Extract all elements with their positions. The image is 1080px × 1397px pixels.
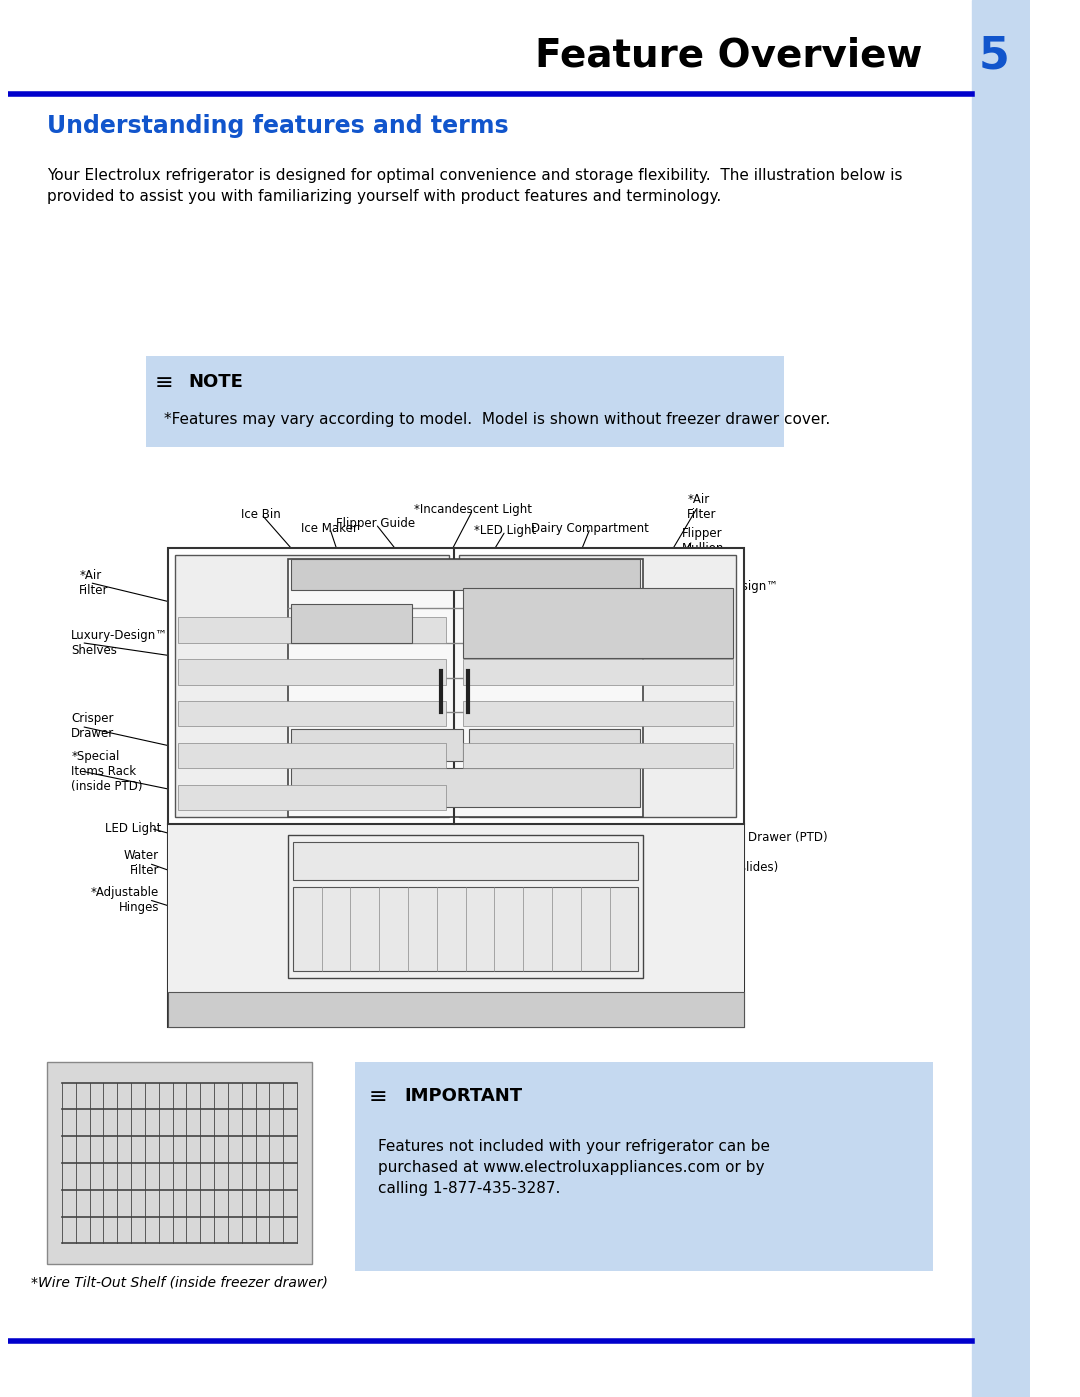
Text: Understanding features and terms: Understanding features and terms (46, 113, 509, 138)
Bar (291, 768, 640, 807)
Text: Water
Filter: Water Filter (124, 849, 159, 877)
FancyBboxPatch shape (146, 356, 784, 447)
Bar (178, 617, 446, 643)
Text: ≡: ≡ (154, 373, 174, 393)
Text: Crisper
Drawer: Crisper Drawer (71, 712, 114, 740)
Text: Luxury-Design™
Shelves: Luxury-Design™ Shelves (71, 629, 168, 657)
Text: ≡: ≡ (368, 1087, 387, 1106)
Bar (287, 835, 644, 978)
Text: Flipper
Mullion: Flipper Mullion (683, 527, 725, 555)
Bar (462, 588, 733, 658)
Text: Features not included with your refrigerator can be
purchased at www.electroluxa: Features not included with your refriger… (378, 1139, 770, 1196)
Bar (462, 659, 733, 685)
Bar (293, 887, 638, 971)
Bar (178, 659, 446, 685)
Text: *LED Light: *LED Light (474, 524, 537, 538)
Bar (462, 701, 733, 726)
Text: LED Light: LED Light (105, 821, 161, 835)
Text: Crisper
Drawer: Crisper Drawer (683, 718, 726, 746)
Text: Flipper Guide: Flipper Guide (336, 517, 415, 531)
Text: *Wire Tilt-Out Shelf (inside freezer drawer): *Wire Tilt-Out Shelf (inside freezer dra… (31, 1275, 328, 1289)
Bar (291, 559, 640, 590)
Text: Dairy Compartment: Dairy Compartment (531, 521, 649, 535)
Bar (175, 555, 449, 817)
Bar (178, 743, 446, 768)
Text: 5: 5 (978, 35, 1010, 77)
Text: *Special
Items Rack
(inside PTD): *Special Items Rack (inside PTD) (71, 750, 143, 792)
Text: Freezer Baskets: Freezer Baskets (649, 890, 743, 904)
Text: Ice Bin: Ice Bin (241, 507, 281, 521)
Text: IMPORTANT: IMPORTANT (404, 1087, 523, 1105)
Bar (462, 743, 733, 768)
Bar (287, 559, 644, 817)
Bar (168, 824, 743, 1027)
Text: Your Electrolux refrigerator is designed for optimal convenience and storage fle: Your Electrolux refrigerator is designed… (46, 168, 902, 204)
Bar (291, 604, 413, 643)
Bar (291, 729, 462, 761)
Text: Feature Overview: Feature Overview (535, 36, 922, 75)
Bar (178, 701, 446, 726)
Text: *Adjustable
Hinges: *Adjustable Hinges (91, 886, 159, 914)
Bar (168, 992, 743, 1027)
Text: *LED Light: *LED Light (649, 809, 712, 823)
Bar (178, 785, 446, 810)
Bar (168, 548, 743, 1027)
Text: NOTE: NOTE (189, 373, 244, 391)
Bar (462, 617, 733, 643)
Text: Luxury-Design™
Shelves: Luxury-Design™ Shelves (683, 580, 780, 608)
Text: *Tilt Can
Bin: *Tilt Can Bin (683, 759, 733, 787)
Bar (972, 0, 1029, 1397)
Text: *Perfect Temp™ Drawer (PTD)
or Deli Drawer
(with humidity slides): *Perfect Temp™ Drawer (PTD) or Deli Draw… (649, 831, 827, 873)
Text: *Air
Filter: *Air Filter (687, 493, 717, 521)
Text: *Freezer
Ice maker: *Freezer Ice maker (178, 946, 237, 974)
Bar (46, 1062, 312, 1264)
Bar (469, 729, 640, 761)
Text: *Air
Filter: *Air Filter (79, 569, 109, 597)
Bar (459, 555, 737, 817)
Bar (293, 842, 638, 880)
Text: *Features may vary according to model.  Model is shown without freezer drawer co: *Features may vary according to model. M… (164, 412, 831, 427)
Text: Ice Maker: Ice Maker (301, 521, 359, 535)
Text: Toe Grille: Toe Grille (649, 982, 704, 996)
FancyBboxPatch shape (355, 1062, 933, 1271)
Text: *Incandescent Light: *Incandescent Light (414, 503, 531, 517)
